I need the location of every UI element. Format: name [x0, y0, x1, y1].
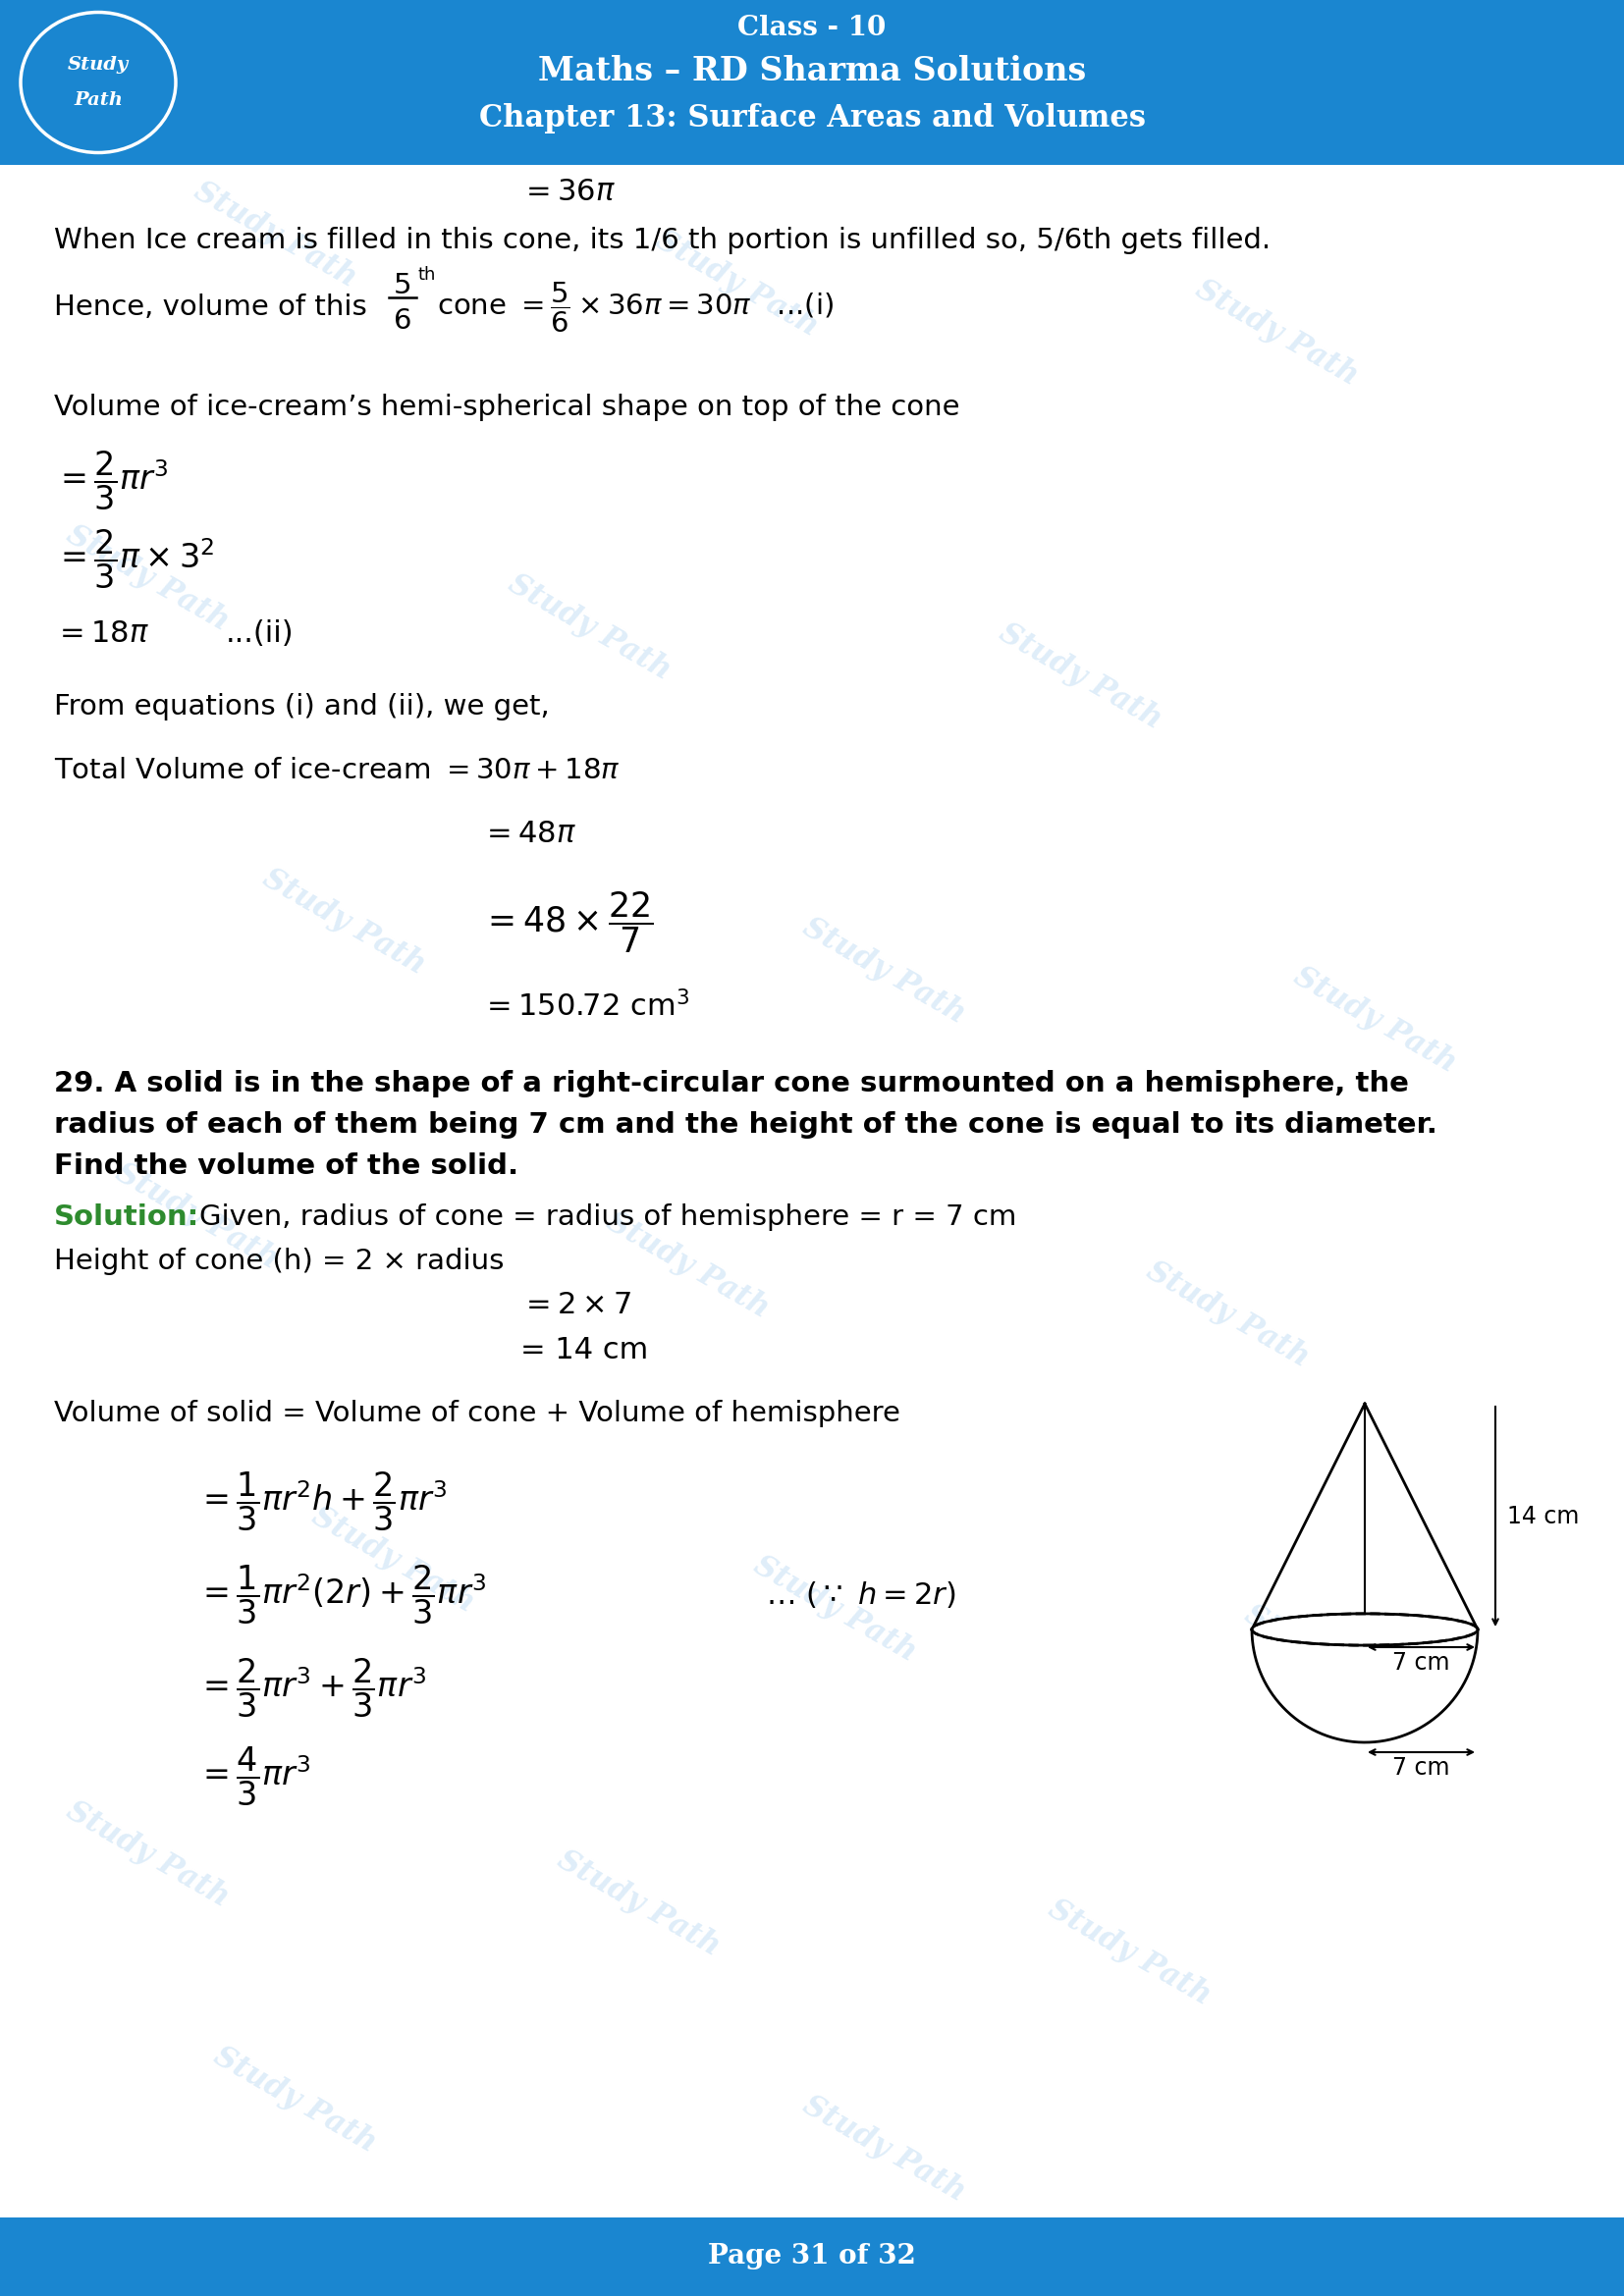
Text: Study Path: Study Path [601, 1205, 775, 1325]
Text: Height of cone (h) = 2 × radius: Height of cone (h) = 2 × radius [54, 1247, 503, 1274]
Text: Study: Study [68, 55, 128, 73]
Text: $= \dfrac{2}{3}\pi \times 3^2$: $= \dfrac{2}{3}\pi \times 3^2$ [54, 528, 214, 590]
Text: Hence, volume of this: Hence, volume of this [54, 294, 367, 321]
Text: Class - 10: Class - 10 [737, 14, 887, 41]
Text: When Ice cream is filled in this cone, its 1/6 th portion is unfilled so, 5/6th : When Ice cream is filled in this cone, i… [54, 227, 1270, 255]
Text: Study Path: Study Path [305, 1502, 479, 1619]
Text: 29. A solid is in the shape of a right-circular cone surmounted on a hemisphere,: 29. A solid is in the shape of a right-c… [54, 1070, 1410, 1097]
Text: From equations (i) and (ii), we get,: From equations (i) and (ii), we get, [54, 693, 549, 721]
Text: 7 cm: 7 cm [1392, 1756, 1450, 1779]
Text: Study Path: Study Path [797, 912, 971, 1029]
Text: Study Path: Study Path [110, 1157, 283, 1274]
Text: $= \dfrac{4}{3}\pi r^3$: $= \dfrac{4}{3}\pi r^3$ [197, 1745, 310, 1809]
Text: $\ldots\ (\because\ h = 2r)$: $\ldots\ (\because\ h = 2r)$ [767, 1580, 957, 1609]
Text: 14 cm: 14 cm [1507, 1504, 1579, 1529]
Bar [0, 0, 1624, 165]
Text: $= \dfrac{2}{3}\pi r^3$: $= \dfrac{2}{3}\pi r^3$ [54, 450, 169, 512]
Text: Maths – RD Sharma Solutions: Maths – RD Sharma Solutions [538, 55, 1086, 87]
Text: $= \dfrac{1}{3}\pi r^2(2r) + \dfrac{2}{3}\pi r^3$: $= \dfrac{1}{3}\pi r^2(2r) + \dfrac{2}{3… [197, 1564, 486, 1628]
Text: Study Path: Study Path [552, 1844, 724, 1963]
Text: Study Path: Study Path [502, 569, 676, 687]
Text: Study Path: Study Path [257, 863, 430, 980]
Text: Study Path: Study Path [1288, 962, 1462, 1079]
Text: Study Path: Study Path [1043, 1894, 1216, 2011]
Text: cone $= \dfrac{5}{6} \times 36\pi = 30\pi$   ...(i): cone $= \dfrac{5}{6} \times 36\pi = 30\p… [437, 280, 833, 335]
Text: Study Path: Study Path [749, 1550, 921, 1667]
Text: Study Path: Study Path [797, 2089, 971, 2206]
Text: Path: Path [73, 92, 123, 108]
Text: $= 150.72\ \mathrm{cm}^3$: $= 150.72\ \mathrm{cm}^3$ [481, 990, 690, 1022]
Text: $= 36\pi$: $= 36\pi$ [520, 177, 615, 207]
Text: 5: 5 [393, 271, 411, 298]
Text: $= 18\pi$: $= 18\pi$ [54, 620, 149, 647]
Text: $= \dfrac{2}{3}\pi r^3 + \dfrac{2}{3}\pi r^3$: $= \dfrac{2}{3}\pi r^3 + \dfrac{2}{3}\pi… [197, 1658, 425, 1720]
Bar [0, 165, 1624, 2218]
Text: $= \dfrac{1}{3}\pi r^2 h + \dfrac{2}{3}\pi r^3$: $= \dfrac{1}{3}\pi r^2 h + \dfrac{2}{3}\… [197, 1469, 447, 1534]
Polygon shape [1252, 1630, 1478, 1743]
Text: $= 2 \times 7$: $= 2 \times 7$ [520, 1290, 632, 1320]
Text: 7 cm: 7 cm [1392, 1651, 1450, 1674]
Text: Study Path: Study Path [994, 618, 1166, 735]
Text: Study Path: Study Path [650, 225, 823, 342]
Text: Volume of solid = Volume of cone + Volume of hemisphere: Volume of solid = Volume of cone + Volum… [54, 1401, 900, 1428]
Text: Page 31 of 32: Page 31 of 32 [708, 2243, 916, 2271]
Text: $= 48\pi$: $= 48\pi$ [481, 820, 577, 850]
Text: $= 48 \times \dfrac{22}{7}$: $= 48 \times \dfrac{22}{7}$ [481, 891, 654, 955]
Text: Study Path: Study Path [60, 1795, 234, 1913]
Text: Study Path: Study Path [1239, 1598, 1413, 1717]
Text: radius of each of them being 7 cm and the height of the cone is equal to its dia: radius of each of them being 7 cm and th… [54, 1111, 1437, 1139]
Text: Study Path: Study Path [1190, 273, 1363, 393]
Ellipse shape [1252, 1614, 1478, 1646]
Text: Study Path: Study Path [188, 177, 362, 294]
Text: Volume of ice-cream’s hemi-spherical shape on top of the cone: Volume of ice-cream’s hemi-spherical sha… [54, 393, 960, 420]
Text: = 14 cm: = 14 cm [520, 1336, 648, 1364]
Ellipse shape [19, 11, 177, 154]
Text: Solution:: Solution: [54, 1203, 200, 1231]
Text: ...(ii): ...(ii) [226, 620, 294, 647]
Text: Study Path: Study Path [1140, 1256, 1314, 1373]
Text: Total Volume of ice-cream $= 30\pi + 18\pi$: Total Volume of ice-cream $= 30\pi + 18\… [54, 758, 620, 785]
Text: Find the volume of the solid.: Find the volume of the solid. [54, 1153, 518, 1180]
Bar [0, 2218, 1624, 2296]
Ellipse shape [1252, 1614, 1478, 1646]
Text: 6: 6 [393, 308, 411, 335]
Text: Study Path: Study Path [208, 2041, 382, 2158]
Text: Chapter 13: Surface Areas and Volumes: Chapter 13: Surface Areas and Volumes [479, 103, 1145, 133]
Text: Given, radius of cone = radius of hemisphere = r = 7 cm: Given, radius of cone = radius of hemisp… [200, 1203, 1017, 1231]
Text: th: th [419, 266, 437, 285]
Text: Study Path: Study Path [60, 519, 234, 636]
